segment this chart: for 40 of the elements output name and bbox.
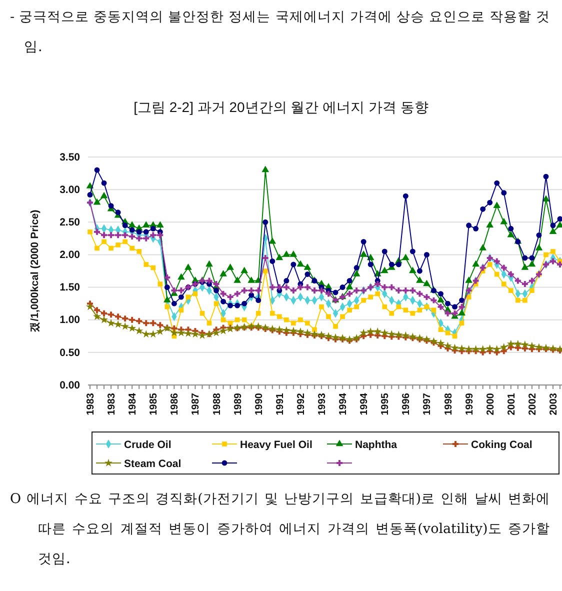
x-tick-label: 1995 bbox=[380, 392, 392, 416]
y-axis-title: 갰/1,000kcal (2000 Price) bbox=[29, 210, 41, 332]
y-tick-label: 1.50 bbox=[60, 282, 80, 294]
text: - 궁극적으로 중동지역의 불안정한 정세는 국제에너지 가격에 상승 요인으로 작용할 것임. bbox=[10, 8, 550, 57]
x-tick-label: 1983 bbox=[86, 392, 96, 416]
x-tick-label: 1994 bbox=[359, 392, 370, 416]
x-tick-label: 1993 bbox=[316, 392, 328, 416]
x-tick-label: 1996 bbox=[401, 392, 412, 416]
x-tick-label: 1990 bbox=[254, 392, 265, 416]
y-tick-label: 0.50 bbox=[60, 346, 80, 359]
y-tick-label: 3.00 bbox=[60, 184, 80, 196]
x-tick-label: 2002 bbox=[527, 392, 538, 416]
y-tick-label: 2.50 bbox=[60, 216, 80, 229]
x-tick-label: 1985 bbox=[148, 392, 160, 416]
x-tick-label: 1994 bbox=[338, 392, 350, 416]
legend-label: Steam Coal bbox=[124, 458, 182, 470]
x-tick-label: 1999 bbox=[464, 392, 476, 416]
x-tick-label: 1992 bbox=[296, 392, 307, 416]
y-tick-label: 3.50 bbox=[60, 151, 80, 164]
legend-label: Coking Coal bbox=[471, 439, 532, 451]
x-tick-label: 1997 bbox=[422, 392, 434, 416]
legend-label: Heavy Fuel Oil bbox=[240, 439, 312, 451]
x-tick-label: 1991 bbox=[274, 392, 286, 416]
x-tick-label: 2003 bbox=[548, 392, 560, 416]
text: O 에너지 수요 구조의 경직화(가전기기 및 난방기구의 보급확대)로 인해 날씨 변화에 따른 수요의 계절적 변동이 증가하여 에너지 가격의 변동폭(volatility)도 증가할 것임. bbox=[10, 490, 550, 569]
x-tick-label: 1988 bbox=[212, 392, 223, 416]
x-tick-label: 1986 bbox=[170, 392, 181, 416]
legend-label: Naphtha bbox=[355, 439, 398, 451]
y-tick-label: 2.00 bbox=[60, 249, 80, 262]
x-tick-label: 1983 bbox=[106, 392, 118, 416]
x-tick-label: 1998 bbox=[443, 392, 454, 416]
x-tick-label: 1984 bbox=[128, 392, 139, 416]
x-tick-label: 1989 bbox=[232, 392, 244, 416]
y-tick-label: 0.00 bbox=[60, 379, 80, 392]
chart-title: [그림 2-2] 과거 20년간의 월간 에너지 가격 동향 bbox=[134, 99, 428, 115]
y-tick-label: 1.00 bbox=[60, 314, 80, 326]
x-tick-label: 1987 bbox=[190, 392, 202, 416]
x-tick-label: 2000 bbox=[485, 392, 496, 416]
legend-label: Crude Oil bbox=[124, 439, 172, 451]
x-tick-label: 2001 bbox=[506, 392, 518, 416]
